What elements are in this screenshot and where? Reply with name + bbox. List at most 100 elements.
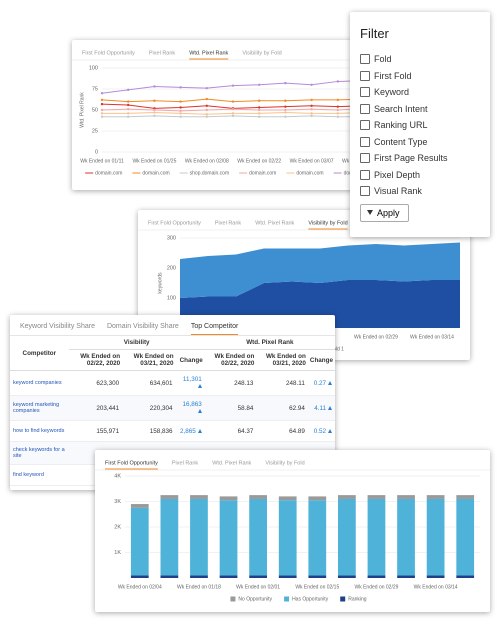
point: [258, 108, 261, 112]
point: [205, 115, 208, 118]
point: [100, 115, 104, 118]
legend-label: domain.com: [95, 170, 122, 176]
bar-segment: [456, 495, 475, 499]
point: [127, 115, 130, 118]
y-tick-label: 300: [167, 235, 176, 241]
filter-option[interactable]: Visual Rank: [360, 183, 480, 200]
x-tick-label: Wk Ended on 02/04: [118, 584, 162, 590]
apply-button[interactable]: Apply: [360, 203, 409, 222]
tab[interactable]: Top Competitor: [190, 323, 239, 335]
point: [258, 83, 261, 86]
filter-option[interactable]: Pixel Depth: [360, 167, 480, 184]
filter-option[interactable]: First Fold: [360, 68, 480, 85]
point: [258, 106, 261, 109]
header-row: Wk Ended on 02/22, 2020 Wk Ended on 03/21…: [10, 349, 335, 371]
bar-segment: [397, 498, 415, 576]
filter-option[interactable]: Ranking URL: [360, 117, 480, 134]
tab[interactable]: First Fold Opportunity: [82, 50, 135, 56]
table-cell: 2,865: [175, 420, 205, 442]
point: [231, 112, 235, 115]
tab[interactable]: First Fold Opportunity: [148, 220, 201, 226]
bar-segment: [397, 575, 415, 578]
tab[interactable]: Wtd. Pixel Rank: [255, 220, 294, 226]
x-tick-label: Wk Ended on 02/01: [236, 584, 280, 590]
bar-segment: [249, 575, 267, 578]
bar-segment: [278, 500, 297, 576]
tab[interactable]: Wtd. Pixel Rank: [212, 460, 251, 466]
table-cell: 623,300: [68, 370, 123, 396]
line-chart: First Fold Opportunity Pixel Rank Wtd. Pix…: [72, 50, 378, 176]
point: [127, 103, 130, 107]
y-tick-label: 50: [92, 107, 98, 113]
bar-segment: [426, 575, 445, 578]
filter-option[interactable]: Content Type: [360, 134, 480, 151]
legend-label: Has Opportunity: [292, 596, 329, 602]
bar-segment: [397, 495, 415, 499]
table-cell: 4.11: [307, 395, 335, 421]
y-tick-label: 200: [167, 265, 176, 271]
tab[interactable]: Keyword Visibility Share: [20, 323, 95, 330]
competitor-link[interactable]: find keyword: [10, 464, 69, 486]
tab[interactable]: First Fold Opportunity: [105, 460, 158, 466]
table-cell: 0.27: [307, 370, 335, 396]
table-cell: 158,836: [122, 420, 176, 442]
tab[interactable]: Wtd. Pixel Rank: [189, 50, 228, 56]
bar-segment: [249, 495, 267, 499]
bar-segment: [130, 575, 149, 578]
tab[interactable]: Visibility by Fold: [308, 220, 347, 226]
x-tick-label: Wk Ended on 01/25: [132, 158, 176, 164]
x-tick-label: Wk Ended on 02/15: [295, 584, 339, 590]
filter-option[interactable]: First Page Results: [360, 150, 480, 167]
table-cell: 220,304: [122, 395, 176, 421]
competitor-link[interactable]: check keywords for a site: [10, 441, 69, 465]
point: [153, 107, 156, 110]
filter-options: Fold First Fold Keyword Search Intent Rankin…: [360, 51, 480, 200]
bar-segment: [308, 575, 327, 578]
table-cell: 16,863: [175, 395, 205, 421]
table-cell: 155,971: [68, 420, 123, 442]
tab[interactable]: Visibility by Fold: [242, 50, 281, 56]
legend-label: shop.domain.com: [190, 170, 229, 176]
competitor-link[interactable]: keyword companies: [10, 370, 69, 396]
tab[interactable]: Pixel Rank: [172, 460, 199, 466]
point: [179, 109, 182, 113]
table-row: keyword marketing companies 203,441 220,30…: [10, 395, 335, 421]
competitor-link[interactable]: how to find keywords: [10, 420, 69, 442]
legend: domain.com domain.com shop.domain.com domai…: [85, 170, 371, 176]
point: [153, 114, 156, 118]
filter-option[interactable]: Fold: [360, 51, 480, 68]
column-header: Wk Ended on 03/21, 2020: [256, 349, 308, 371]
x-tick-label: Wk Ended on 03/14: [410, 334, 454, 340]
filter-option[interactable]: Keyword: [360, 84, 480, 101]
tab[interactable]: Visibility by Fold: [265, 460, 304, 466]
table-cell: 0.52: [307, 420, 335, 442]
x-tick-label: Wk Ended on 03/07: [290, 158, 334, 164]
legend-swatch: [340, 596, 346, 602]
y-tick-label: 2K: [114, 524, 121, 530]
header-row: Competitor Visibility Wtd. Pixel Rank: [10, 336, 335, 371]
point: [336, 105, 339, 108]
bar-segment: [367, 575, 386, 578]
tab[interactable]: Pixel Rank: [215, 220, 242, 226]
y-tick-label: 0: [95, 149, 98, 155]
tab[interactable]: Pixel Rank: [149, 50, 176, 56]
bar-segment: [456, 575, 475, 578]
table-cell: 634,601: [122, 370, 176, 396]
point: [310, 83, 313, 86]
bar-segment: [338, 498, 356, 576]
filter-panel: Filter Fold First Fold Keyword Search Inten…: [350, 12, 490, 237]
point: [336, 108, 339, 112]
legend-label: Fold 1: [330, 346, 344, 352]
bar-segment: [308, 500, 327, 576]
point: [127, 88, 130, 92]
x-tick-label: Wk Ended on 03/14: [414, 584, 458, 590]
column-group: Visibility: [68, 336, 205, 350]
filter-option[interactable]: Search Intent: [360, 101, 480, 118]
competitor-link[interactable]: keyword marketing companies: [10, 395, 69, 421]
tab[interactable]: Domain Visibility Share: [106, 323, 179, 330]
line: [101, 80, 365, 94]
point: [336, 80, 339, 83]
bar-segment: [367, 498, 386, 576]
bar-segment: [456, 498, 475, 576]
column-header: Wk Ended on 03/21, 2020: [122, 349, 176, 371]
